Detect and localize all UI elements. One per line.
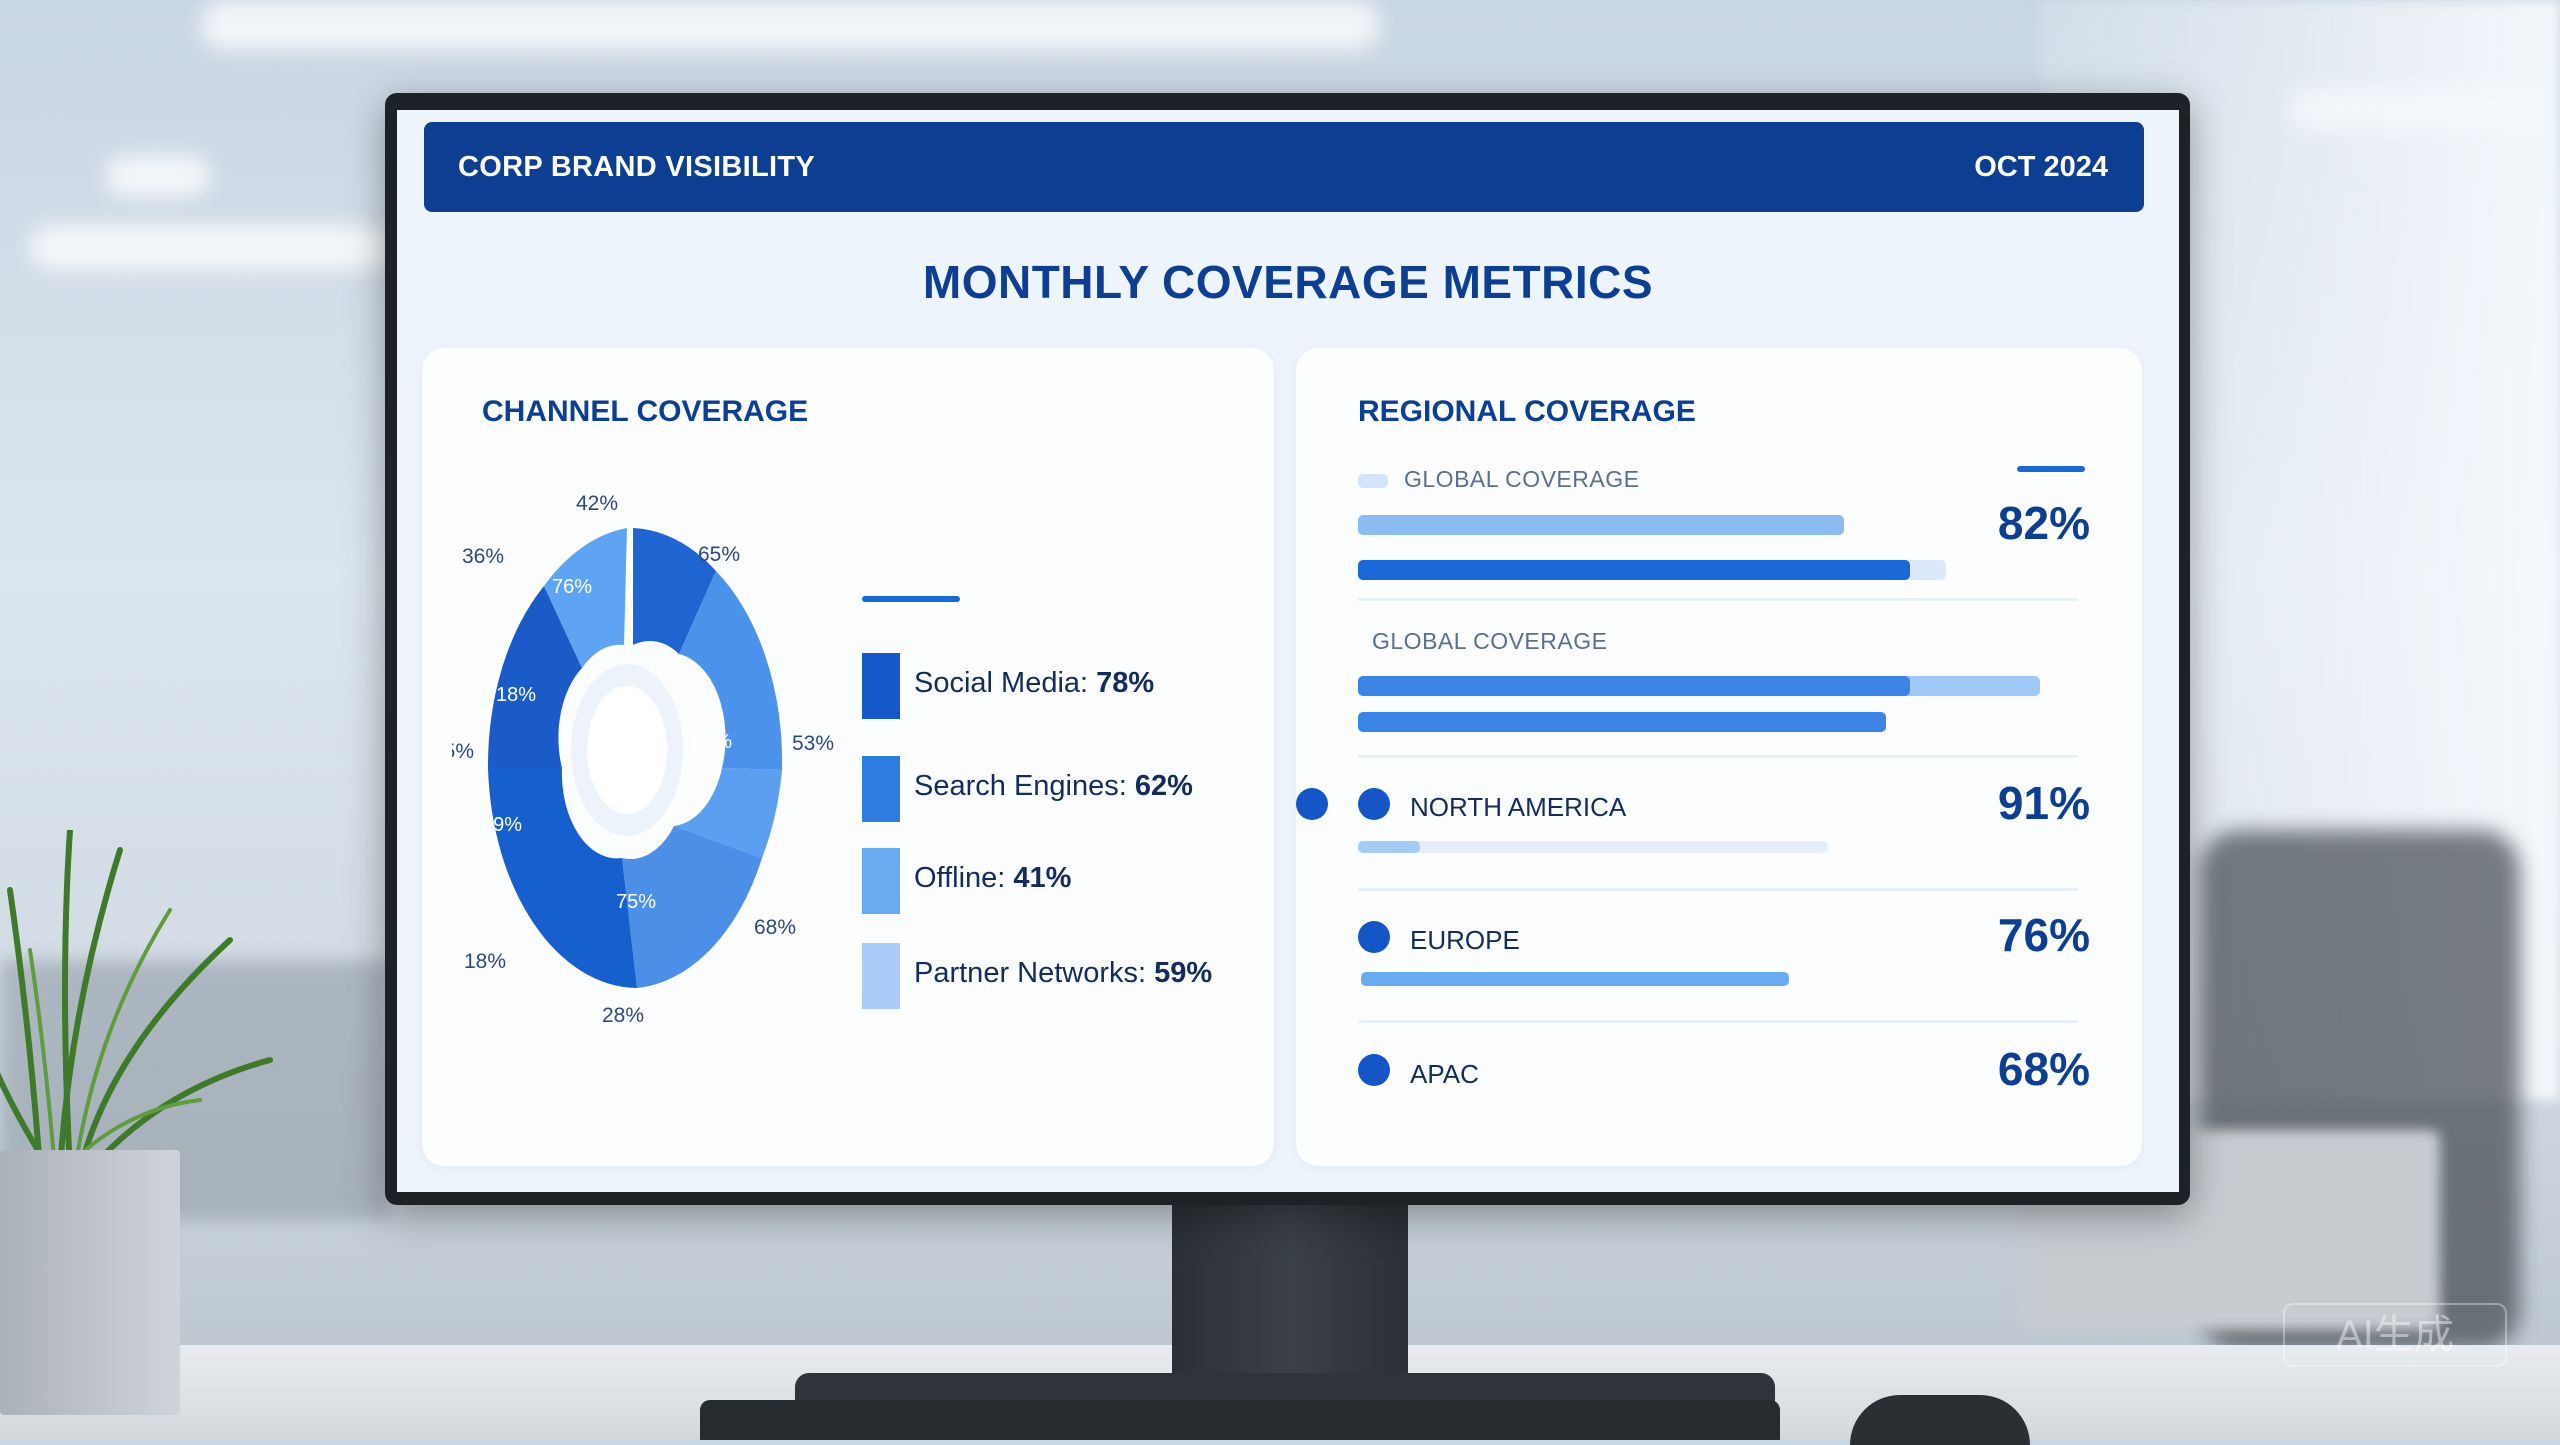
donut-segment: [674, 768, 782, 858]
region-name: APAC: [1410, 1059, 1479, 1089]
dashboard-header: CORP BRAND VISIBILITY OCT 2024: [424, 122, 2144, 212]
bar-marker: [2017, 466, 2085, 472]
legend-value: 41%: [1013, 862, 1072, 894]
donut-segment: [633, 528, 716, 654]
global-coverage-bar: [1358, 515, 1844, 535]
keyboard: [700, 1400, 1780, 1440]
divider: [1358, 598, 2078, 601]
bar-marker: [1358, 474, 1388, 488]
region-name: EUROPE: [1410, 925, 1520, 955]
region-value: 91%: [1997, 777, 2090, 829]
donut-segment: [487, 586, 582, 768]
global-coverage-label: GLOBAL COVERAGE: [1404, 466, 1640, 492]
channel-coverage-panel: CHANNEL COVERAGE 42% 65% 53% 68% 28% 18%…: [422, 348, 1274, 1166]
region-bar-track: [1358, 841, 1828, 853]
donut-hole-inner: [587, 686, 667, 814]
brand-title: CORP BRAND VISIBILITY: [458, 151, 816, 183]
channel-coverage-title: CHANNEL COVERAGE: [482, 395, 809, 428]
regional-coverage-title: REGIONAL COVERAGE: [1358, 395, 1696, 428]
regional-coverage-panel: REGIONAL COVERAGE GLOBAL COVERAGE 82% GL…: [1296, 348, 2142, 1166]
channel-donut-chart: 42% 65% 53% 68% 28% 18% 25% 36% 76% 59% …: [452, 492, 834, 1027]
outer-label: 68%: [754, 916, 796, 939]
dashboard-screen: CORP BRAND VISIBILITY OCT 2024 MONTHLY C…: [397, 110, 2179, 1192]
donut-segment: [544, 528, 627, 668]
global-coverage-bar: [1358, 712, 1886, 732]
global-coverage-bar: [1358, 676, 1910, 696]
global-coverage-value: 82%: [1997, 497, 2090, 549]
legend-swatch: [862, 756, 900, 822]
outer-label: 65%: [698, 543, 740, 566]
watermark: AI生成: [2283, 1303, 2507, 1367]
plant-leaves: [0, 830, 273, 1170]
outer-label: 28%: [602, 1004, 644, 1027]
legend-label: Offline:: [914, 862, 1006, 894]
region-value: 68%: [1997, 1043, 2090, 1095]
region-value: 76%: [1997, 909, 2090, 961]
ceiling-light: [105, 155, 210, 197]
divider: [1358, 755, 2078, 758]
region-dot-apac: [1358, 1054, 1390, 1086]
divider: [1358, 888, 2078, 891]
outer-label: 42%: [576, 492, 618, 515]
legend-text: Partner Networks: 59%: [914, 957, 1212, 990]
legend-text: Social Media: 78%: [914, 667, 1154, 700]
region-bar: [1361, 972, 1789, 986]
plant-pot: [0, 1150, 180, 1415]
region-bar: [1358, 841, 1420, 853]
legend-swatch: [862, 653, 900, 719]
inner-label: 75%: [616, 891, 656, 913]
legend-value: 78%: [1096, 667, 1155, 699]
ceiling-light: [200, 0, 1380, 50]
legend-text: Offline: 41%: [914, 862, 1071, 895]
global-coverage-label: GLOBAL COVERAGE: [1372, 628, 1608, 654]
page-title: MONTHLY COVERAGE METRICS: [922, 256, 1654, 308]
region-name: NORTH AMERICA: [1410, 792, 1627, 822]
region-dot-north-america: [1358, 788, 1390, 820]
outer-label: 53%: [792, 732, 834, 755]
divider: [1358, 1020, 2078, 1023]
inner-label: 18%: [496, 684, 536, 706]
legend-value: 59%: [1154, 957, 1213, 989]
region-dot-europe: [1358, 921, 1390, 953]
mouse: [1850, 1395, 2030, 1445]
global-coverage-bar: [1358, 560, 1910, 580]
report-date: OCT 2024: [1974, 151, 2108, 183]
ceiling-light: [30, 225, 390, 270]
legend-label: Search Engines:: [914, 770, 1127, 802]
inner-label: 59%: [692, 731, 732, 753]
outer-label: 25%: [452, 740, 474, 763]
donut-segment: [488, 768, 637, 988]
monitor-stand: [1172, 1205, 1408, 1377]
donut-segment: [679, 571, 783, 770]
legend-label: Partner Networks:: [914, 957, 1147, 989]
region-dot: [1296, 788, 1328, 820]
legend-swatch: [862, 943, 900, 1009]
legend-swatch: [862, 848, 900, 914]
legend-label: Social Media:: [914, 667, 1089, 699]
inner-label: 76%: [552, 576, 592, 598]
legend-text: Search Engines: 62%: [914, 770, 1193, 803]
outer-label: 18%: [464, 950, 506, 973]
donut-segment: [622, 826, 762, 988]
outer-label: 36%: [462, 545, 504, 568]
legend-divider: [862, 596, 960, 602]
inner-label: 49%: [482, 814, 522, 836]
legend-value: 62%: [1134, 770, 1193, 802]
